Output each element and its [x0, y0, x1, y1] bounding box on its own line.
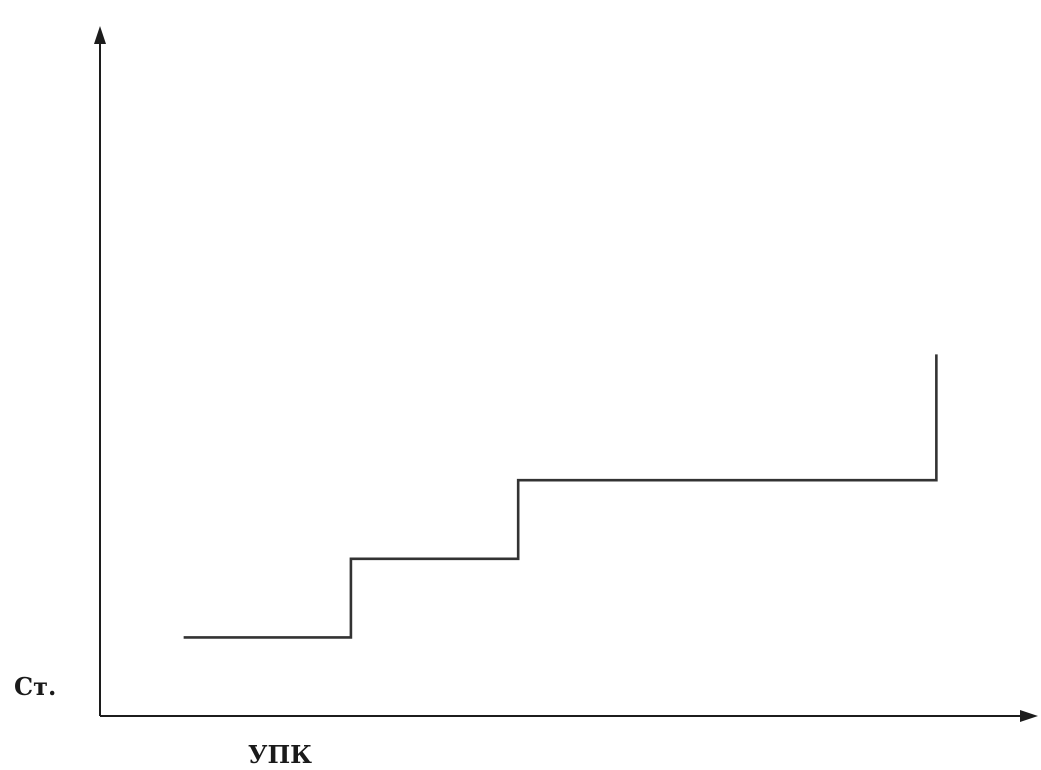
- x-axis-arrow-icon: [1020, 710, 1038, 722]
- step-series-line: [183, 354, 938, 639]
- x-axis-label: УПК: [248, 740, 312, 769]
- y-axis-label: Ст.: [14, 672, 56, 701]
- y-axis-arrow-icon: [94, 26, 106, 44]
- series-layer: [183, 354, 938, 639]
- y-axis: [94, 26, 106, 716]
- x-axis: [100, 710, 1038, 722]
